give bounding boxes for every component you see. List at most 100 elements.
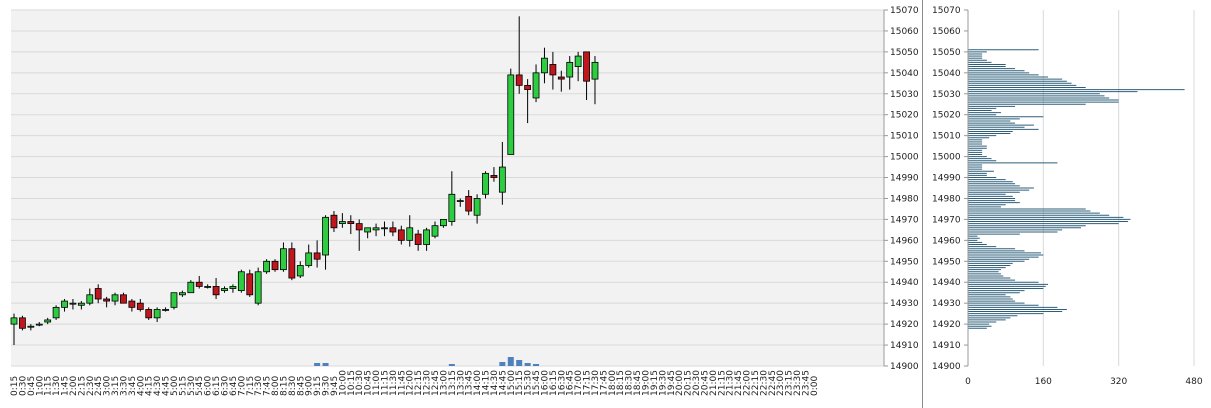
profile-price-label: 15050 [932,48,961,58]
time-tick-label: 21:30 [726,370,736,396]
time-tick-label: 1:30 [52,376,62,396]
time-tick-label: 18:00 [608,370,618,396]
profile-price-label: 15010 [932,132,961,142]
candle [61,298,68,312]
time-tick-label: 9:00 [305,376,315,396]
candle-body [103,298,111,302]
profile-price-label: 14930 [932,299,961,309]
time-tick-label: 20:30 [692,370,702,396]
candle [456,198,464,207]
price-tick-label: 15030 [890,90,919,100]
profile-price-label: 14950 [932,257,961,267]
panel-divider [922,0,923,408]
candle-body [406,227,414,241]
candle [389,221,397,237]
candle [448,171,456,226]
candle [498,141,506,205]
time-tick-label: 16:30 [557,370,567,396]
candle [10,313,18,346]
time-tick-label: 9:45 [330,376,340,396]
candle [406,215,414,247]
time-tick-label: 22:00 [743,370,753,396]
volume-bar [499,362,506,366]
time-tick-label: 6:15 [212,376,222,396]
candle-body [347,221,355,225]
profile-price-label: 14920 [932,320,961,330]
candle-body [507,74,515,155]
candle [204,284,212,289]
time-tick-label: 11:45 [397,370,407,396]
candle-body [524,84,532,90]
time-tick-label: 13:00 [439,370,449,396]
time-tick-label: 13:30 [456,370,466,396]
volume-bar [516,360,523,366]
time-tick-label: 8:45 [296,376,306,396]
volume-bar [507,357,514,366]
time-tick-label: 21:45 [734,370,744,396]
candle [103,296,111,308]
candle [541,47,548,84]
candle-body [94,288,102,300]
time-tick-label: 20:45 [700,370,710,396]
candle [35,322,43,327]
candle [77,301,85,310]
candle [322,215,329,270]
candle [549,51,557,90]
profile-price-label: 14910 [932,341,961,351]
candle [263,259,271,274]
candle [490,167,498,182]
candle [557,70,565,92]
candle [372,223,380,237]
candle-body [153,309,161,319]
candle-body [246,273,254,296]
candle [431,221,439,239]
time-tick-label: 16:15 [549,370,559,396]
candle-body [322,216,329,256]
time-tick-label: 7:30 [254,376,264,396]
candle-body [557,76,565,80]
candle [296,261,304,279]
candle [94,284,102,304]
candle-body [254,271,262,304]
price-tick-label: 14980 [890,194,919,204]
candle [338,213,346,228]
time-tick-label: 8:15 [279,376,289,396]
time-tick-label: 5:00 [170,376,180,396]
time-tick-label: 17:45 [599,370,609,396]
candle-body [288,248,296,279]
candle [195,275,203,289]
profile-volume-label: 160 [1035,377,1052,387]
candle [170,292,178,310]
profile-price-label: 15040 [932,69,961,79]
time-tick-label: 5:15 [178,376,188,396]
time-tick-label: 19:15 [650,370,660,396]
time-tick-label: 18:15 [616,370,626,396]
time-tick-label: 10:30 [355,370,365,396]
time-tick-label: 10:00 [338,370,348,396]
candle-body [195,281,203,287]
profile-price-labels: 14900 14910 14920 14930 14940 14950 14960 14970… [932,6,968,372]
time-tick-label: 12:45 [431,370,441,396]
candle-body [482,172,489,195]
candle-body [61,300,68,308]
candle [574,51,582,82]
candle [473,194,481,224]
profile-price-label: 14940 [932,278,961,288]
candle-body [566,61,574,78]
candle-body [414,233,422,245]
candle-body [35,323,43,326]
time-tick-label: 22:45 [768,370,778,396]
time-tick-label: 1:45 [61,376,71,396]
time-tick-label: 5:30 [187,376,197,396]
time-tick-label: 7:15 [246,376,256,396]
candle-body [19,317,26,329]
candle [566,56,574,90]
time-tick-label: 6:45 [229,376,239,396]
time-tick-label: 7:00 [237,376,247,396]
profile-price-label: 15030 [932,90,961,100]
time-tick-label: 4:45 [162,376,172,396]
profile-volume-label: 320 [1110,377,1127,387]
candle-body [162,309,169,311]
price-tick-label: 15040 [890,69,919,79]
candle [136,298,144,312]
